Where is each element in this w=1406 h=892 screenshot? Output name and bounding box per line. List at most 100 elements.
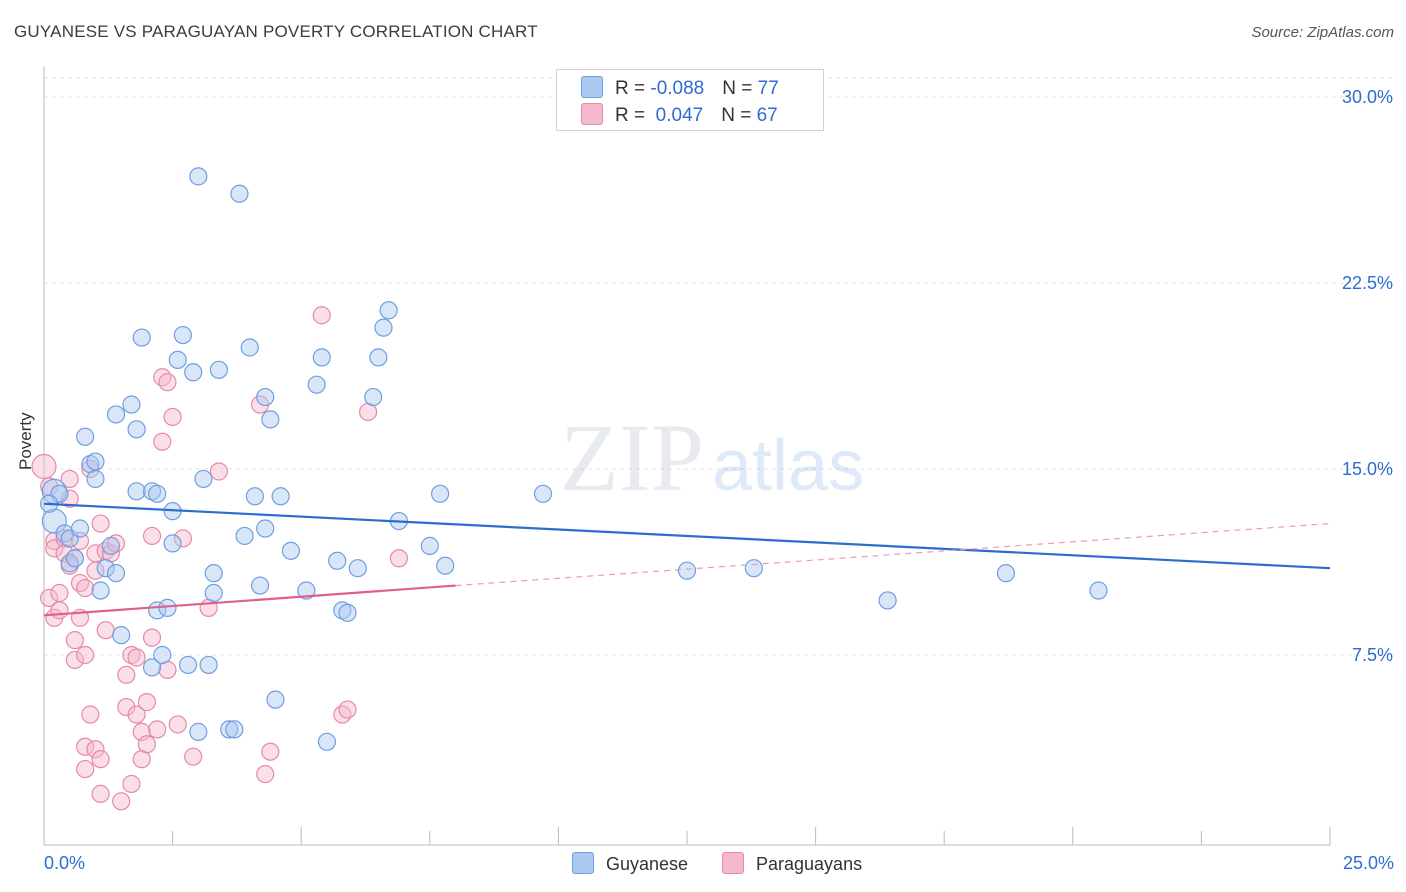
paraguayans-point [312, 306, 331, 325]
guyanese-point [209, 360, 228, 379]
guyanese-point [76, 427, 95, 446]
guyanese-point [132, 328, 151, 347]
guyanese-point [230, 184, 249, 203]
paraguayans-point [91, 784, 110, 803]
paraguayans-trend-extension [455, 522, 1331, 587]
y-tick-label: 7.5% [1352, 645, 1393, 665]
guyanese-point [86, 469, 105, 489]
guyanese-point [184, 363, 203, 382]
guyanese-point [41, 508, 67, 534]
guyanese-point [199, 655, 218, 675]
paraguayans-point [163, 407, 182, 427]
paraguayans-point [142, 526, 162, 546]
guyanese-point [317, 732, 337, 751]
paraguayans-point [209, 462, 228, 481]
guyanese-point [348, 559, 367, 578]
guyanese-point [240, 338, 259, 357]
legend-r-label: R = [615, 78, 651, 99]
guyanese-point [225, 720, 244, 739]
legend-swatch-paraguayans [581, 103, 603, 125]
legend-label-paraguayans: Paraguayans [756, 854, 863, 874]
paraguayans-point [65, 650, 84, 670]
paraguayans-trend-line [43, 584, 456, 617]
paraguayans-point [65, 631, 84, 650]
guyanese-point [106, 405, 126, 424]
guyanese-point [281, 541, 301, 560]
paraguayans-point [389, 549, 409, 568]
y-tick-label: 22.5% [1342, 273, 1393, 293]
legend-label-guyanese: Guyanese [606, 854, 689, 874]
legend-row-guyanese: R = -0.088 N = 77 [581, 76, 779, 100]
paraguayans-point [31, 453, 57, 480]
watermark-zip: ZIP [560, 404, 704, 511]
guyanese-point [878, 591, 897, 610]
paraguayans-point [261, 742, 280, 761]
guyanese-point [307, 375, 326, 394]
paraguayans-point [122, 774, 141, 794]
paraguayans-point [50, 583, 69, 603]
paraguayans-point [158, 373, 177, 392]
paraguayans-point [127, 648, 146, 667]
guyanese-point [220, 720, 239, 739]
guyanese-point [142, 658, 162, 677]
guyanese-point [178, 655, 198, 675]
guyanese-point [369, 348, 388, 367]
paraguayans-point [148, 720, 167, 739]
paraguayans-point [112, 792, 131, 811]
guyanese-point [194, 469, 213, 489]
stats-legend: R = -0.088 N = 77 R = 0.047 N = 67 [556, 69, 824, 131]
source-label: Source: ZipAtlas.com [1251, 24, 1394, 41]
guyanese-point [996, 564, 1016, 583]
watermark-atlas: atlas [712, 426, 864, 506]
guyanese-point [127, 420, 146, 439]
legend-n-value: 67 [756, 105, 778, 126]
chart-title: GUYANESE VS PARAGUAYAN POVERTY CORRELATI… [14, 22, 538, 41]
paraguayans-point [137, 735, 156, 754]
legend-n-label: N = [722, 78, 758, 99]
watermark: ZIP atlas [560, 404, 864, 511]
paraguayans-point [256, 764, 275, 784]
guyanese-point [744, 559, 763, 578]
guyanese-point [153, 645, 172, 665]
guyanese-point [70, 519, 90, 538]
guyanese-point [189, 722, 208, 741]
paraguayans-point [333, 705, 352, 724]
guyanese-point [101, 536, 120, 555]
paraguayans-point [70, 573, 90, 593]
guyanese-point [60, 554, 79, 573]
paraguayans-point [137, 693, 156, 712]
legend-swatch-guyanese [581, 76, 603, 98]
guyanese-point [271, 487, 290, 506]
paraguayans-point [142, 628, 162, 647]
paraguayans-point [91, 514, 110, 533]
paraguayans-point [96, 621, 115, 640]
legend-item-guyanese: Guyanese [572, 852, 688, 875]
legend-n-value: 77 [757, 78, 779, 99]
guyanese-point [420, 536, 439, 555]
guyanese-point [430, 484, 450, 503]
paraguayans-point [76, 759, 95, 779]
paraguayans-point [86, 740, 105, 759]
paraguayans-point [76, 645, 95, 665]
guyanese-point [148, 484, 167, 503]
legend-n-label: N = [721, 105, 757, 126]
axes [43, 66, 1331, 846]
paraguayans-point [184, 747, 203, 766]
y-tick-label: 30.0% [1342, 87, 1393, 107]
guyanese-point [379, 301, 398, 320]
grid-lines [44, 77, 1394, 656]
paraguayans-point [50, 601, 69, 620]
guyanese-point [297, 581, 316, 600]
paraguayans-point [91, 750, 110, 769]
guyanese-point [65, 549, 84, 568]
guyanese-point [122, 395, 141, 414]
guyanese-point [266, 690, 285, 709]
guyanese-point [677, 561, 697, 580]
guyanese-point [168, 350, 187, 369]
paraguayans-point [55, 529, 74, 548]
guyanese-point [1089, 581, 1108, 600]
guyanese-point [436, 556, 455, 575]
guyanese-point [86, 452, 105, 471]
x-tick-label-max: 25.0% [1342, 853, 1394, 873]
